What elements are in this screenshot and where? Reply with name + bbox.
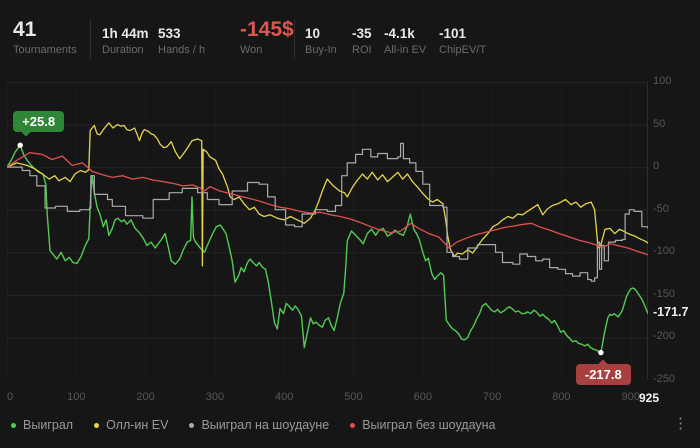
- stat-label: ChipEV/T: [439, 44, 487, 56]
- stat-value: -101: [439, 26, 467, 41]
- legend-dot-icon: [94, 422, 100, 428]
- x-tick-label: 900: [621, 391, 640, 403]
- stat-duration: 1h 44m Duration: [102, 26, 149, 57]
- stat-label: Hands / h: [158, 44, 206, 56]
- current-hand-label: 925: [638, 391, 660, 405]
- tooltip-text: -217.8: [584, 366, 622, 382]
- current-value-label: -171.7: [653, 305, 689, 320]
- y-tick-label: -250: [653, 373, 676, 385]
- stat-value: -35: [352, 26, 372, 41]
- y-tick-label: -200: [653, 330, 676, 343]
- x-tick-label: 700: [482, 391, 502, 403]
- kebab-menu-icon[interactable]: ⋮: [673, 415, 688, 432]
- stat-hands-per-hour: 533 Hands / h: [158, 26, 211, 57]
- min-value-tooltip: -217.8: [575, 358, 631, 385]
- stat-all-in-ev: -4.1k All-in EV: [384, 26, 427, 57]
- stat-chip-ev: -101 ChipEV/T: [439, 26, 491, 57]
- legend-item-2[interactable]: Выиграл на шоудауне: [189, 418, 329, 432]
- header-divider: [294, 19, 295, 59]
- y-tick-label: -100: [653, 245, 676, 258]
- y-tick-label: 100: [653, 75, 672, 87]
- legend-dot-icon: [189, 422, 195, 428]
- stat-tournaments: 41 Tournaments: [13, 19, 90, 57]
- stat-label: All-in EV: [384, 44, 427, 56]
- stat-value: -4.1k: [384, 26, 415, 41]
- session-stats-header: 41 Tournaments 1h 44m Duration 533 Hands…: [0, 0, 700, 80]
- peak-value-tooltip: +25.8: [13, 111, 65, 137]
- legend-label: Выиграл на шоудауне: [201, 418, 330, 432]
- series-line: [7, 144, 648, 354]
- marker-dot: [17, 142, 23, 148]
- stat-label: Won: [240, 44, 263, 56]
- tooltip-text: +25.8: [22, 114, 56, 130]
- stat-label: Buy-In: [305, 44, 337, 56]
- x-tick-label: 300: [205, 391, 225, 403]
- stat-value: -145$: [240, 18, 294, 41]
- stat-label: ROI: [352, 44, 372, 56]
- stat-won: -145$ Won: [240, 19, 294, 57]
- legend-label: Олл-ин EV: [106, 418, 169, 432]
- y-tick-label: -150: [653, 287, 676, 300]
- chart-legend: Выиграл Олл-ин EV Выиграл на шоудауне Выигр…: [0, 412, 700, 438]
- legend-dot-icon: [350, 422, 356, 428]
- x-tick-label: 600: [413, 391, 432, 403]
- stat-value: 1h 44m: [102, 26, 149, 41]
- x-tick-label: 400: [275, 391, 294, 403]
- x-tick-label: 200: [136, 391, 155, 403]
- series-line: [7, 142, 648, 282]
- header-divider: [90, 19, 91, 59]
- legend-item-0[interactable]: Выиграл: [11, 418, 73, 432]
- y-tick-label: -50: [653, 202, 669, 215]
- y-tick-label: 50: [653, 117, 666, 130]
- legend-label: Выиграл без шоудауна: [362, 418, 496, 432]
- stat-label: Duration: [102, 44, 144, 56]
- series-line: [7, 152, 648, 256]
- x-tick-label: 500: [344, 391, 363, 403]
- legend-dot-icon: [11, 422, 16, 428]
- stat-value: 41: [13, 18, 37, 41]
- stat-roi: -35 ROI: [352, 26, 376, 57]
- stat-buy-in: 10 Buy-In: [305, 26, 339, 57]
- x-tick-label: 0: [7, 391, 14, 403]
- legend-item-1[interactable]: Олл-ин EV: [94, 418, 168, 432]
- stat-value: 533: [158, 26, 181, 41]
- marker-dot: [598, 349, 604, 356]
- stat-value: 10: [305, 26, 321, 41]
- x-tick-label: 800: [552, 391, 571, 403]
- legend-item-3[interactable]: Выиграл без шоудауна: [350, 418, 496, 432]
- y-tick-label: 0: [653, 160, 660, 173]
- stat-label: Tournaments: [13, 44, 77, 56]
- chart-plot-area[interactable]: [7, 82, 648, 380]
- legend-label: Выиграл: [23, 418, 74, 432]
- x-tick-label: 100: [67, 391, 86, 403]
